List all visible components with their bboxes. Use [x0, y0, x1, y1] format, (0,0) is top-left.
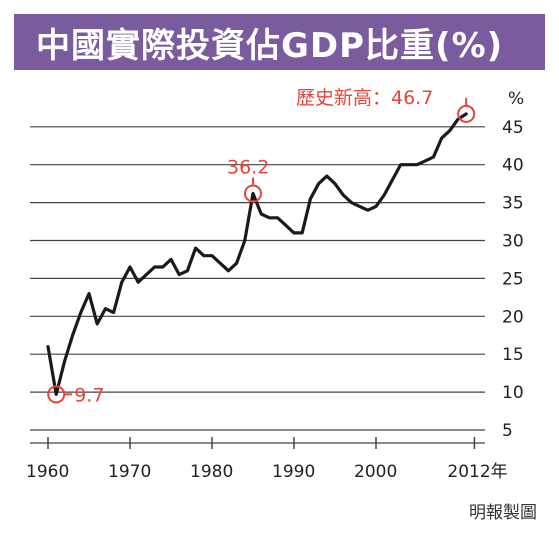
- x-tick-label-1970: 1970: [108, 462, 151, 482]
- y-tick-label-5: 5: [502, 421, 513, 441]
- y-tick-label-35: 35: [502, 194, 524, 214]
- annotation-label-1985: 36.2: [227, 157, 269, 179]
- y-tick-label-15: 15: [502, 345, 524, 365]
- annotation-label-max: 歷史新高：46.7: [296, 87, 433, 109]
- annotations: 9.7 36.2 歷史新高：46.7: [47, 87, 476, 406]
- x-tick-label-2000: 2000: [354, 462, 397, 482]
- y-axis-ticks: 5 10 15 20 25 30 35 40 45%: [502, 89, 524, 441]
- y-tick-label-20: 20: [502, 307, 524, 327]
- y-tick-label-25: 25: [502, 269, 524, 289]
- x-axis-ticks: 1960 1970 1980 1990 2000 2012年: [26, 437, 508, 482]
- annotation-label-min: 9.7: [74, 384, 104, 406]
- x-tick-label-1980: 1980: [190, 462, 233, 482]
- x-tick-label-2012: 2012年: [447, 462, 507, 482]
- source-credit: 明報製圖: [469, 503, 537, 523]
- y-tick-label-10: 10: [502, 383, 524, 403]
- y-tick-label-40: 40: [502, 156, 524, 176]
- y-tick-label-30: 30: [502, 232, 524, 252]
- x-tick-label-1960: 1960: [26, 462, 69, 482]
- series-line-group: [46, 112, 468, 396]
- y-axis-unit: %: [508, 89, 524, 109]
- x-tick-label-1990: 1990: [272, 462, 315, 482]
- series-line: [46, 112, 468, 396]
- y-tick-label-45: 45: [502, 118, 524, 138]
- chart-title: 中國實際投資佔GDP比重(%): [14, 14, 545, 70]
